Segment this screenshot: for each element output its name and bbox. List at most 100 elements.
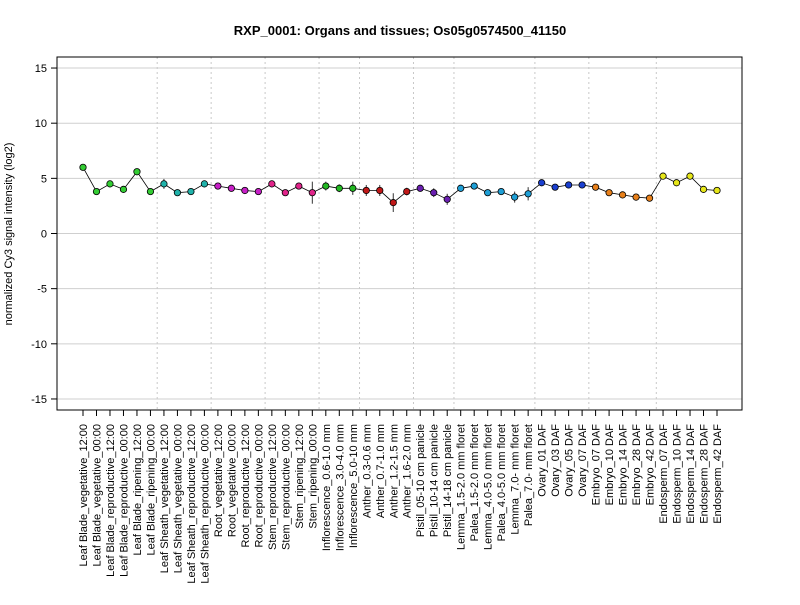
data-point <box>295 182 303 190</box>
data-point <box>349 184 357 192</box>
x-tick-label: Anther_1.6-2.0 mm <box>402 424 414 518</box>
x-tick-label: Stem_ripening_12:00 <box>294 424 306 529</box>
x-tick-label: Embryo_42 DAF <box>645 424 657 506</box>
data-point <box>79 163 87 171</box>
plot-frame <box>56 56 743 411</box>
data-point <box>92 187 101 196</box>
data-point <box>699 185 708 193</box>
data-point <box>281 189 289 197</box>
x-tick-label: Leaf Blade_ripening_00:00 <box>145 424 157 556</box>
x-tick-label: Root_vegetative_12:00 <box>213 424 225 537</box>
data-point <box>119 185 128 193</box>
x-tick-label: Endosperm_28 DAF <box>699 424 711 524</box>
x-tick-label: Leaf Sheath_vegetative_12:00 <box>159 424 171 573</box>
x-tick-label: Leaf Blade_ripening_12:00 <box>132 424 144 556</box>
x-tick-label: Endosperm_14 DAF <box>685 424 697 524</box>
data-point <box>173 189 182 197</box>
data-point <box>645 194 654 202</box>
y-tick-label: -5 <box>37 284 47 296</box>
data-point <box>268 180 276 188</box>
data-point <box>686 172 694 180</box>
x-tick-label: Embryo_14 DAF <box>618 424 630 506</box>
x-tick-label: Endosperm_10 DAF <box>672 424 684 524</box>
x-tick-label: Ovary_07 DAF <box>577 424 589 497</box>
data-point <box>214 182 222 190</box>
x-tick-label: Pistil_05-10 cm panicle <box>415 424 427 537</box>
x-tick-label: Pistil_10-14 cm panicle <box>429 424 441 537</box>
x-tick-label: Leaf Sheath_reproductive_12:00 <box>186 424 198 584</box>
data-point <box>160 180 168 188</box>
x-tick-label: Leaf Blade_vegetative_00:00 <box>91 424 103 567</box>
x-tick-label: Inflorescence_5.0-10 mm <box>348 424 360 548</box>
data-point <box>376 186 384 195</box>
x-tick-label: Anther_0.3-0.6 mm <box>361 424 373 518</box>
data-point <box>106 180 114 188</box>
data-point <box>227 184 235 192</box>
data-point <box>484 189 492 197</box>
y-tick-label: 10 <box>35 118 47 130</box>
x-tick-label: Anther_0.7-1.0 mm <box>375 424 387 518</box>
data-point <box>403 187 411 196</box>
x-tick-label: Anther_1.2-1.5 mm <box>388 424 400 518</box>
x-tick-label: Stem_reproductive_12:00 <box>267 424 279 550</box>
y-tick-label: -15 <box>31 394 47 406</box>
x-tick-label: Lemma_7.0- mm floret <box>510 424 522 535</box>
x-tick-label: Lemma_1.5-2.0 mm floret <box>456 424 468 550</box>
data-point <box>511 193 519 201</box>
x-tick-label: Inflorescence_0.6-1.0 mm <box>321 424 333 551</box>
y-tick-label: 15 <box>35 63 47 75</box>
data-point <box>416 184 424 192</box>
x-tick-label: Leaf Blade_vegetative_12:00 <box>78 424 90 567</box>
data-point <box>565 181 573 189</box>
x-tick-label: Root_vegetative_00:00 <box>226 424 238 537</box>
x-tick-label: Stem_ripening_00:00 <box>307 424 319 529</box>
data-point <box>389 199 397 207</box>
x-tick-label: Ovary_03 DAF <box>550 424 562 497</box>
x-axis: Leaf Blade_vegetative_12:00 Leaf Blade_ve… <box>78 409 724 584</box>
x-tick-label: Embryo_10 DAF <box>604 424 616 506</box>
data-point <box>591 183 600 191</box>
y-axis-label: normalized Cy3 signal intensity (log2) <box>3 143 15 326</box>
data-point <box>457 184 465 192</box>
data-points <box>79 163 721 207</box>
data-point <box>335 184 343 192</box>
x-tick-label: Root_reproductive_00:00 <box>253 424 265 548</box>
data-point <box>133 168 141 176</box>
y-axis: -15 -10 -5 0 5 10 15 <box>31 63 58 406</box>
data-point <box>322 182 330 190</box>
data-point <box>254 187 262 196</box>
x-tick-label: Root_reproductive_12:00 <box>240 424 252 548</box>
data-point <box>187 187 195 196</box>
x-tick-label: Endosperm_07 DAF <box>658 424 670 524</box>
data-point <box>362 186 370 195</box>
data-point <box>632 193 640 201</box>
data-point <box>713 186 721 195</box>
error-bars <box>82 165 718 212</box>
x-tick-label: Endosperm_42 DAF <box>712 424 724 524</box>
y-tick-label: -10 <box>31 339 47 351</box>
x-tick-label: Embryo_07 DAF <box>591 424 603 506</box>
grid-layer <box>57 67 742 400</box>
y-tick-label: 0 <box>41 229 47 241</box>
data-point <box>578 181 586 189</box>
data-point <box>605 189 613 197</box>
data-point <box>538 179 546 187</box>
chart-title: RXP_0001: Organs and tissues; Os05g05745… <box>234 23 566 38</box>
x-tick-label: Leaf Sheath_vegetative_00:00 <box>172 424 184 573</box>
data-point <box>659 172 667 180</box>
data-point <box>200 180 209 188</box>
data-point <box>524 190 532 198</box>
x-tick-label: Leaf Blade_reproductive_12:00 <box>105 424 117 577</box>
data-point <box>308 189 316 197</box>
data-point <box>618 191 627 199</box>
x-tick-label: Pistil_14-18 cm panicle <box>442 424 454 537</box>
x-tick-label: Palea_4.0-5.0 mm floret <box>496 424 508 541</box>
x-tick-label: Ovary_01 DAF <box>537 424 549 497</box>
data-point <box>430 189 438 197</box>
group-separators <box>156 57 657 410</box>
data-point <box>672 179 681 187</box>
y-tick-label: 5 <box>41 173 47 185</box>
data-point <box>241 186 249 195</box>
data-point <box>146 187 155 196</box>
